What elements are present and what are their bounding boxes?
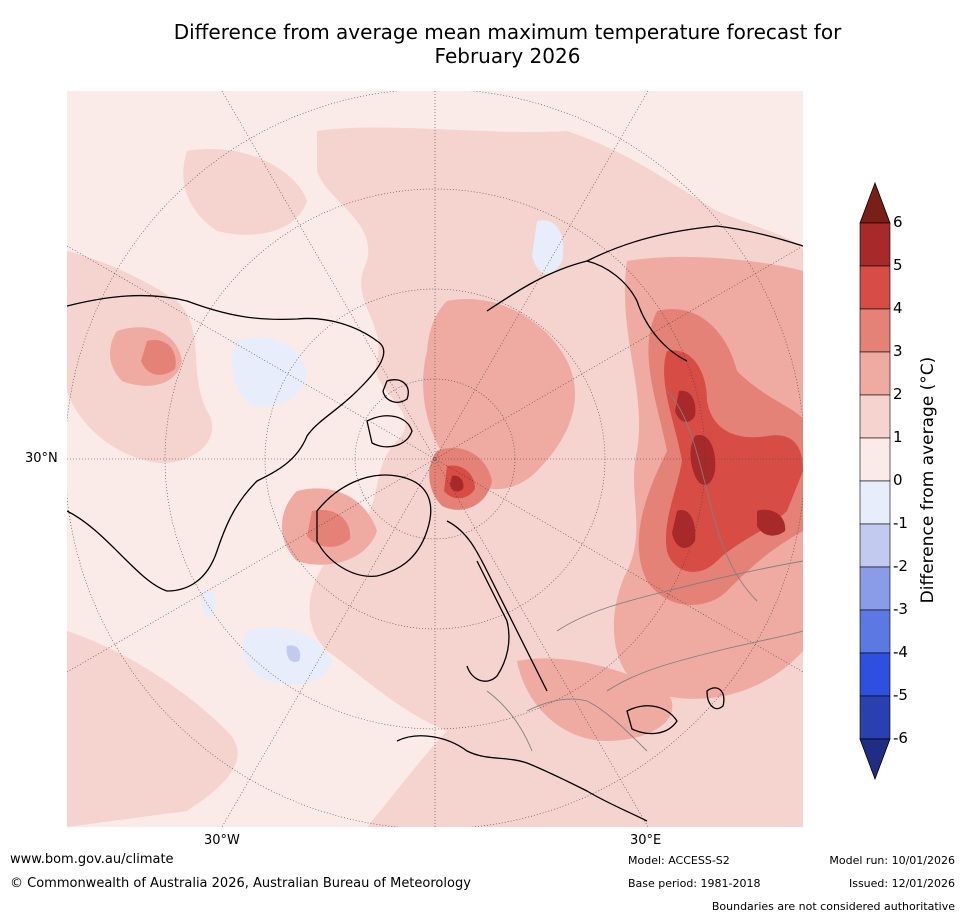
anomaly-band-neg: [201, 220, 564, 685]
footer-copyright: © Commonwealth of Australia 2026, Austra…: [10, 876, 471, 891]
footer-model-run: Model run: 10/01/2026: [829, 854, 955, 867]
colorbar-bin: [859, 566, 891, 611]
footer-url: www.bom.gov.au/climate: [10, 852, 174, 867]
colorbar-tick-label: -6: [893, 729, 908, 747]
colorbar-tick-label: -5: [893, 686, 908, 704]
anomaly-band-neg2: [286, 645, 301, 663]
colorbar-title: Difference from average (°C): [918, 356, 938, 604]
graticule: [67, 91, 803, 827]
chart-title-line2: February 2026: [434, 44, 581, 68]
colorbar-bin: [859, 437, 891, 482]
coastlines: [67, 225, 803, 822]
colorbar-bin: [859, 308, 891, 353]
country-borders: [486, 390, 803, 752]
colorbar-bin: [859, 480, 891, 525]
colorbar-bin: [859, 609, 891, 654]
colorbar-top-arrow: [859, 181, 891, 224]
chart-title: Difference from average mean maximum tem…: [60, 20, 955, 68]
chart-title-line1: Difference from average mean maximum tem…: [173, 20, 842, 44]
colorbar-tick-label: 5: [893, 256, 903, 274]
colorbar-bin: [859, 222, 891, 267]
footer-model: Model: ACCESS-S2: [628, 854, 730, 867]
colorbar-tick-label: 3: [893, 342, 903, 360]
colorbar: [859, 181, 891, 781]
footer-issued: Issued: 12/01/2026: [848, 877, 955, 890]
colorbar-bin: [859, 265, 891, 310]
colorbar-tick-label: 0: [893, 471, 903, 489]
colorbar-tick-label: -2: [893, 557, 908, 575]
colorbar-tick-label: -4: [893, 643, 908, 661]
colorbar-bin: [859, 652, 891, 697]
colorbar-tick-label: -3: [893, 600, 908, 618]
colorbar-tick-label: 4: [893, 299, 903, 317]
footer-disclaimer: Boundaries are not considered authoritat…: [711, 900, 955, 913]
map-panel: [67, 91, 803, 827]
anomaly-band-5-6: [450, 390, 786, 548]
colorbar-bin: [859, 394, 891, 439]
anomaly-map: [67, 91, 803, 827]
lon-label-30e: 30°E: [630, 833, 662, 848]
lat-label-30n: 30°N: [25, 451, 58, 466]
colorbar-tick-label: 2: [893, 385, 903, 403]
footer-base-period: Base period: 1981-2018: [628, 877, 761, 890]
colorbar-tick-label: 6: [893, 213, 903, 231]
colorbar-bin: [859, 523, 891, 568]
colorbar-tick-label: 1: [893, 428, 903, 446]
colorbar-bin: [859, 351, 891, 396]
lon-label-30w: 30°W: [204, 833, 240, 848]
colorbar-bottom-arrow: [859, 738, 891, 781]
colorbar-tick-label: -1: [893, 514, 908, 532]
colorbar-bin: [859, 695, 891, 740]
